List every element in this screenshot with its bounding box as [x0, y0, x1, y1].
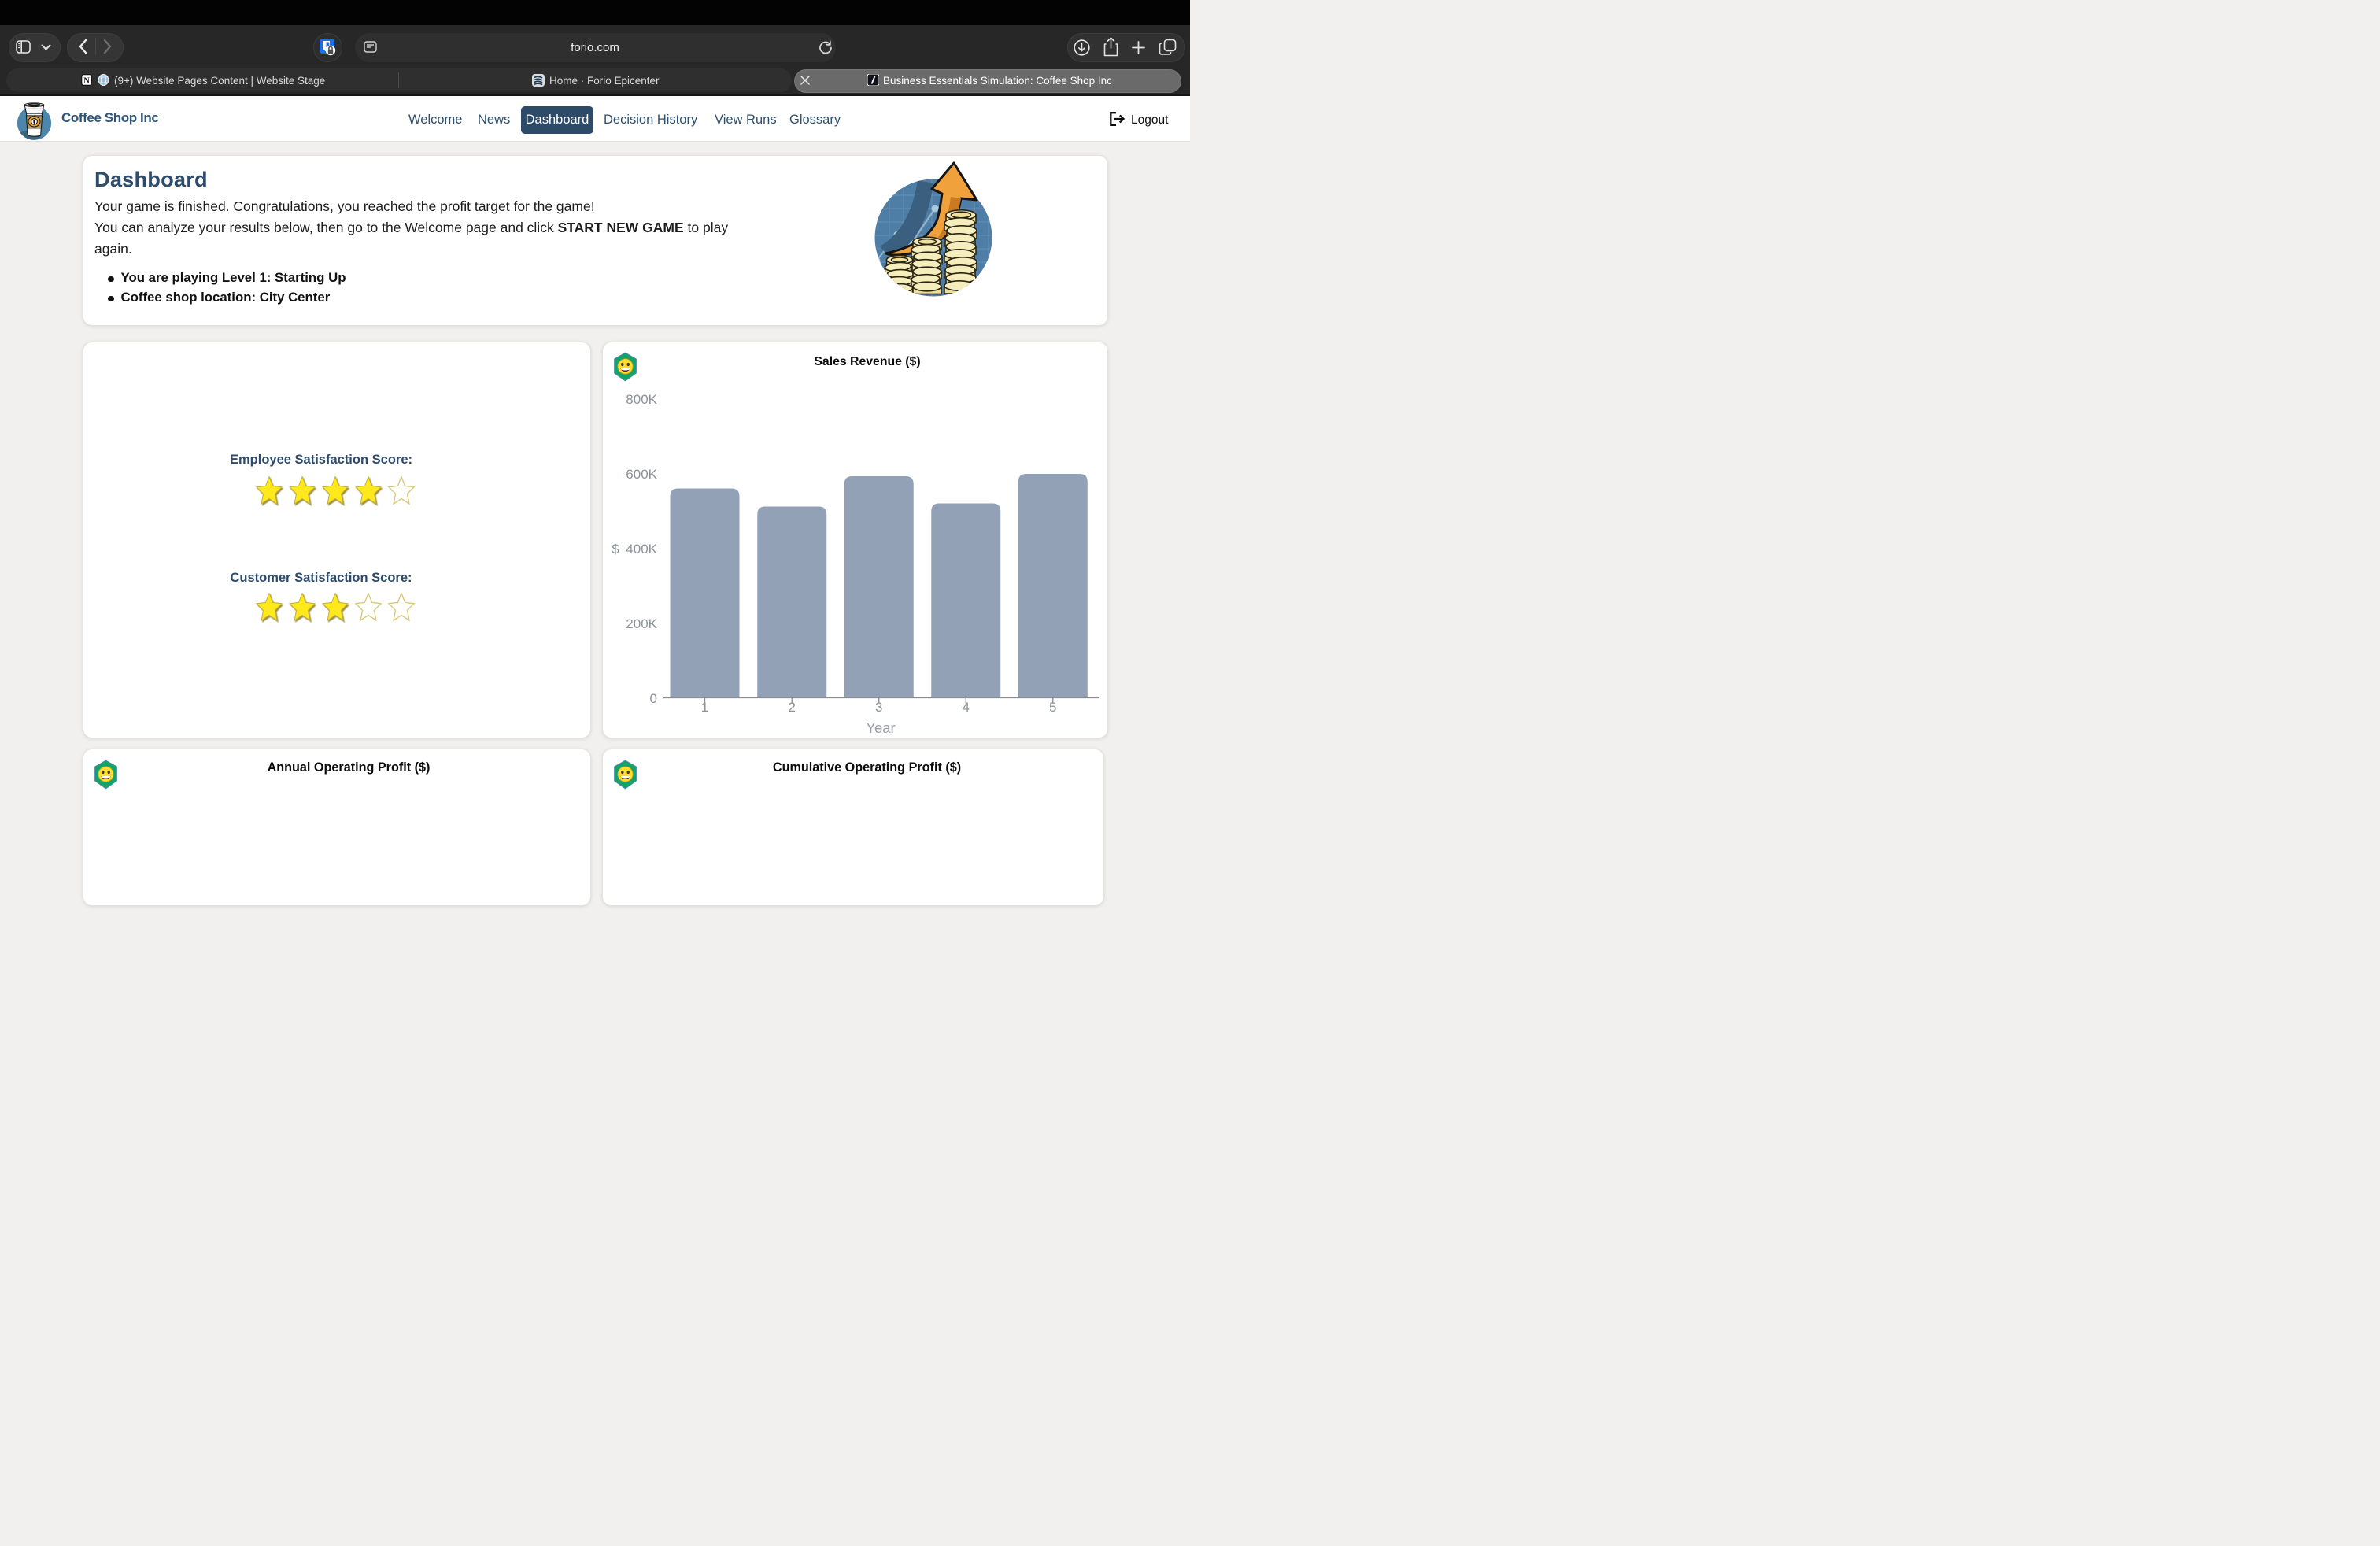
svg-text:800K: 800K: [626, 392, 657, 407]
svg-text:5: 5: [1049, 700, 1056, 715]
svg-text:N: N: [83, 76, 90, 85]
svg-text:200K: 200K: [626, 616, 657, 631]
svg-text:1: 1: [701, 700, 708, 715]
svg-text:Year: Year: [866, 719, 895, 736]
svg-text:$: $: [612, 542, 619, 557]
svg-text:2: 2: [789, 700, 796, 715]
svg-text:0: 0: [650, 691, 657, 706]
svg-text:Sales Revenue ($): Sales Revenue ($): [814, 355, 920, 368]
svg-text:4: 4: [963, 700, 970, 715]
svg-text:3: 3: [875, 700, 882, 715]
svg-text:600K: 600K: [626, 467, 657, 482]
svg-text:400K: 400K: [626, 542, 657, 557]
